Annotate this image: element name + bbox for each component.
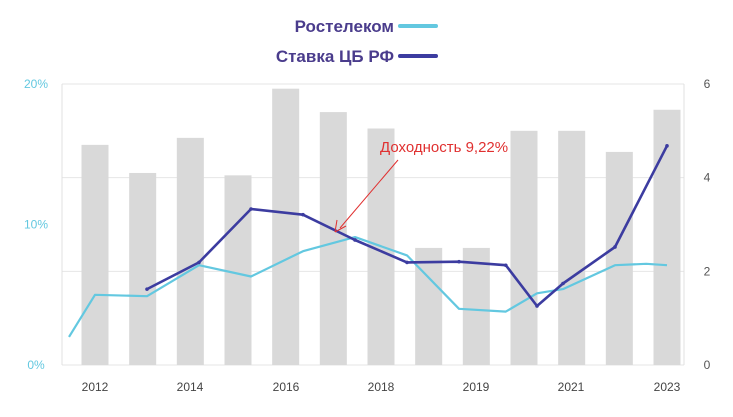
bars: [81, 88, 681, 365]
series-point-1-7: [504, 263, 508, 268]
right-tick-1: 2: [704, 264, 711, 278]
series-point-1-1: [197, 260, 201, 265]
bar-1: [129, 172, 157, 365]
left-tick-2: 20%: [24, 77, 48, 91]
right-tick-2: 4: [704, 171, 711, 185]
annotation-text: Доходность 9,22%: [380, 139, 508, 156]
series-point-1-9: [561, 281, 565, 286]
bar-11: [605, 151, 633, 365]
x-tick-0: 2012: [82, 380, 109, 394]
bar-0: [81, 144, 109, 365]
series-point-1-10: [613, 245, 617, 249]
annotation: Доходность 9,22%: [334, 139, 508, 233]
bar-12: [653, 109, 681, 365]
series-point-1-6: [457, 259, 461, 264]
bar-8: [462, 247, 490, 365]
x-axis: 2012 2014 2016 2018 2019 2021 2023: [82, 380, 681, 394]
series-line-0: [68, 236, 668, 338]
legend: Ростелеком Ставка ЦБ РФ: [276, 17, 438, 66]
right-tick-3: 6: [704, 77, 711, 91]
left-axis: 0% 10% 20%: [24, 77, 48, 372]
left-tick-1: 10%: [24, 218, 48, 232]
legend-label-cbr-rate: Ставка ЦБ РФ: [276, 47, 394, 66]
x-tick-6: 2023: [654, 380, 681, 394]
series-lines: [68, 144, 669, 338]
series-point-1-4: [353, 238, 357, 242]
bar-10: [558, 130, 586, 365]
x-tick-4: 2019: [463, 380, 490, 394]
right-axis: 0 2 4 6: [704, 77, 711, 372]
series-point-1-8: [535, 304, 539, 308]
bar-5: [319, 112, 347, 365]
series-point-1-2: [249, 207, 253, 211]
bar-3: [224, 175, 252, 365]
series-point-1-5: [405, 260, 409, 265]
bar-7: [415, 247, 443, 365]
bar-9: [510, 130, 538, 365]
x-tick-5: 2021: [558, 380, 585, 394]
x-tick-1: 2014: [177, 380, 204, 394]
annotation-arrow: [339, 159, 399, 229]
annotation-arrowhead: [334, 219, 347, 233]
bar-4: [272, 88, 300, 365]
x-tick-3: 2018: [368, 380, 395, 394]
series-point-1-3: [301, 212, 305, 217]
right-tick-0: 0: [704, 358, 711, 372]
bar-2: [176, 137, 204, 365]
series-line-1: [146, 145, 669, 308]
left-tick-0: 0%: [27, 358, 45, 372]
legend-label-rostelecom: Ростелеком: [295, 17, 394, 36]
series-point-1-0: [145, 287, 149, 291]
x-tick-2: 2016: [273, 380, 300, 394]
series-point-1-11: [665, 144, 669, 148]
